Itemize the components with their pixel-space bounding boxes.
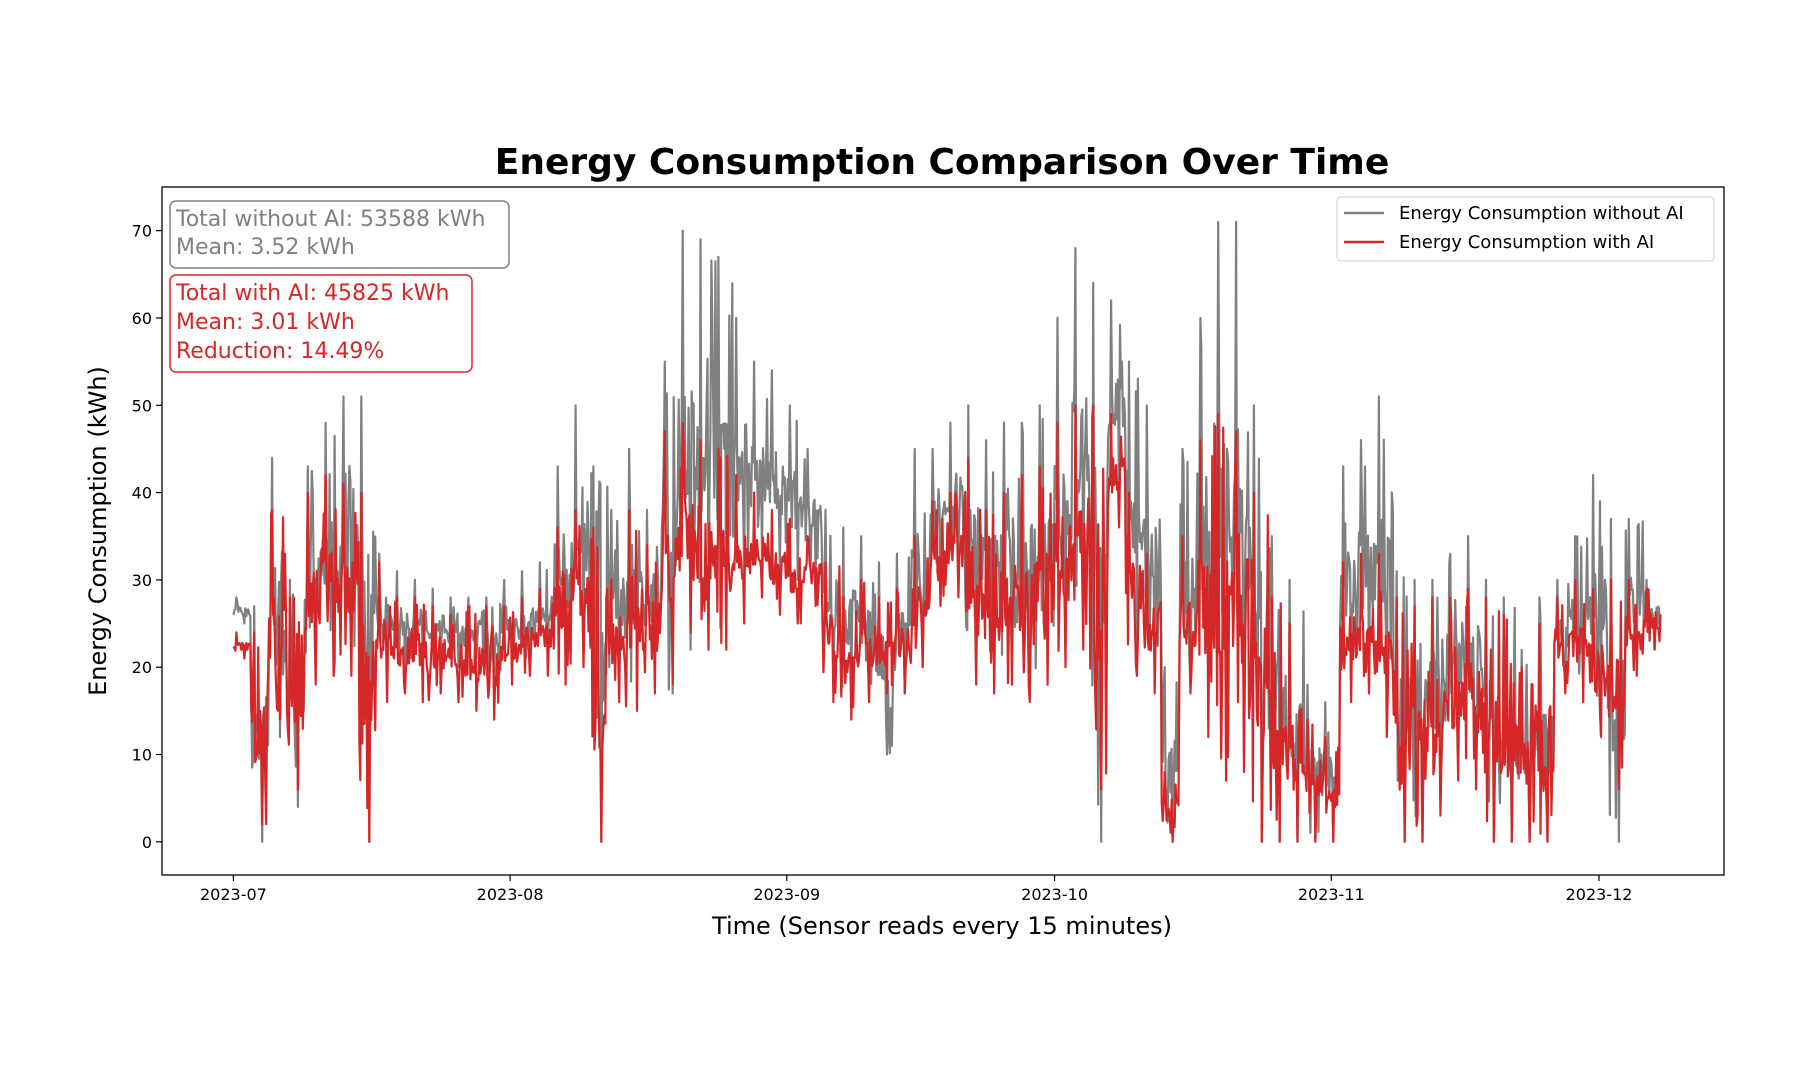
x-axis-label: Time (Sensor reads every 15 minutes) [711,912,1172,940]
y-axis-label: Energy Consumption (kWh) [84,366,112,696]
y-tick-label: 50 [132,396,152,415]
annotation-total-with-ai: Total with AI: 45825 kWh [175,281,449,306]
series-line-with-ai [232,404,1662,843]
x-tick-label: 2023-10 [1021,885,1088,904]
annotation-with-ai: Total with AI: 45825 kWh Mean: 3.01 kWh … [169,274,473,373]
y-tick-label: 30 [132,571,152,590]
legend-label-without-ai: Energy Consumption without AI [1399,203,1684,224]
legend-box [1336,196,1715,262]
annotation-box-without-ai [169,200,510,269]
x-axis: 2023-07 2023-08 2023-09 2023-10 2023-11 2023-… [200,875,1632,904]
x-tick-label: 2023-11 [1298,885,1365,904]
y-tick-label: 40 [132,484,152,503]
annotation-box-with-ai [169,274,473,373]
annotation-mean-with-ai: Mean: 3.01 kWh [176,310,355,335]
annotation-reduction: Reduction: 14.49% [176,339,384,364]
annotation-mean-without-ai: Mean: 3.52 kWh [176,235,355,260]
y-tick-label: 20 [132,658,152,677]
plot-area-frame [161,186,1725,876]
x-tick-label: 2023-08 [477,885,544,904]
legend: Energy Consumption without AI Energy Con… [1336,196,1715,262]
x-tick-label: 2023-07 [200,885,267,904]
y-tick-label: 10 [132,746,152,765]
annotation-total-without-ai: Total without AI: 53588 kWh [175,207,485,232]
y-axis: 0 10 20 30 40 50 60 70 [132,222,162,852]
x-tick-label: 2023-12 [1566,885,1633,904]
annotation-without-ai: Total without AI: 53588 kWh Mean: 3.52 k… [169,200,510,269]
legend-label-with-ai: Energy Consumption with AI [1399,232,1654,253]
y-tick-label: 60 [132,309,152,328]
x-tick-label: 2023-09 [753,885,820,904]
y-tick-label: 0 [142,833,152,852]
y-tick-label: 70 [132,222,152,241]
chart-title: Energy Consumption Comparison Over Time [495,142,1389,183]
